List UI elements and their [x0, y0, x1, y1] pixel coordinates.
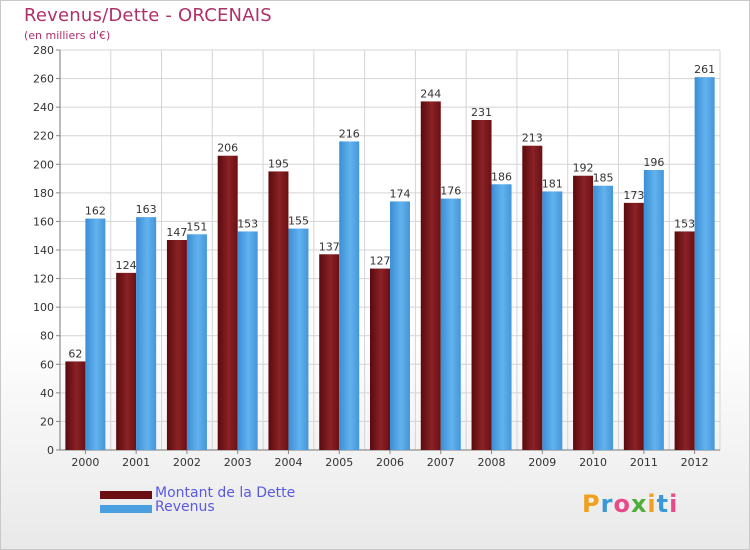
data-label-debt: 137	[319, 240, 340, 253]
bar-debt	[674, 231, 695, 450]
bar-debt	[471, 120, 492, 450]
logo-letter: x	[630, 490, 648, 518]
data-label-debt: 206	[217, 142, 238, 155]
y-tick-label: 240	[33, 101, 54, 114]
x-tick-label: 2006	[376, 456, 404, 469]
legend-swatch-debt	[100, 491, 152, 499]
data-label-debt: 173	[623, 189, 644, 202]
data-label-revenus: 196	[643, 156, 664, 169]
data-label-revenus: 163	[136, 203, 157, 216]
y-tick-label: 60	[40, 358, 54, 371]
bar-revenus	[491, 184, 512, 451]
y-tick-label: 40	[40, 387, 54, 400]
data-label-revenus: 216	[339, 127, 360, 140]
y-tick-label: 200	[33, 158, 54, 171]
y-tick-label: 160	[33, 215, 54, 228]
logo-letter: t	[656, 490, 670, 518]
bar-revenus	[85, 218, 106, 450]
y-tick-label: 20	[40, 415, 54, 428]
bar-revenus	[237, 231, 258, 450]
data-label-debt: 124	[116, 259, 137, 272]
bar-revenus	[288, 228, 309, 450]
data-label-debt: 147	[166, 226, 187, 239]
bar-revenus	[339, 141, 360, 450]
logo-letter: i	[647, 490, 657, 518]
data-label-revenus: 174	[390, 187, 411, 200]
bar-revenus	[694, 77, 715, 451]
bar-debt	[116, 272, 137, 450]
data-label-debt: 244	[420, 87, 441, 100]
bar-revenus	[186, 234, 207, 450]
bar-revenus	[136, 217, 157, 450]
bar-revenus	[542, 191, 563, 450]
data-label-debt: 62	[68, 347, 82, 360]
bar-debt	[217, 155, 238, 450]
bar-debt	[166, 240, 187, 450]
y-tick-label: 120	[33, 273, 54, 286]
x-tick-label: 2007	[427, 456, 455, 469]
bar-revenus	[440, 198, 461, 450]
bar-debt	[319, 254, 340, 450]
chart-title: Revenus/Dette - ORCENAIS	[24, 5, 272, 26]
data-label-revenus: 153	[237, 217, 258, 230]
bars	[65, 77, 715, 451]
legend-swatch-revenus	[100, 505, 152, 513]
data-label-debt: 153	[674, 217, 695, 230]
bar-debt	[268, 171, 289, 450]
x-tick-label: 2009	[528, 456, 556, 469]
bar-debt	[420, 101, 441, 450]
y-tick-label: 0	[47, 444, 54, 457]
bar-debt	[573, 175, 594, 450]
y-tick-label: 180	[33, 187, 54, 200]
data-label-debt: 213	[522, 132, 543, 145]
y-tick-label: 280	[33, 44, 54, 57]
logo-letter: o	[613, 490, 631, 518]
x-tick-label: 2002	[173, 456, 201, 469]
bar-debt	[370, 268, 390, 450]
data-label-debt: 192	[573, 162, 594, 175]
data-label-revenus: 261	[694, 63, 715, 76]
x-tick-label: 2000	[71, 456, 99, 469]
bar-debt	[623, 202, 644, 450]
x-tick-label: 2001	[122, 456, 150, 469]
y-tick-label: 140	[33, 244, 54, 257]
data-label-revenus: 162	[85, 205, 106, 218]
data-label-debt: 127	[370, 255, 391, 268]
y-tick-label: 80	[40, 330, 54, 343]
data-label-revenus: 151	[186, 220, 207, 233]
logo-letter: r	[600, 490, 614, 518]
x-tick-label: 2010	[579, 456, 607, 469]
bar-debt	[65, 361, 86, 450]
bar-debt	[522, 145, 543, 450]
proxiti-logo: Proxiti	[582, 490, 678, 518]
data-label-revenus: 185	[593, 172, 614, 185]
bar-revenus	[643, 170, 664, 450]
data-labels: 62 162 124 163 147 151 206 153 195 155 137 216 127 17…	[68, 63, 715, 360]
logo-letter: i	[669, 490, 679, 518]
data-label-debt: 195	[268, 157, 289, 170]
y-tick-label: 100	[33, 301, 54, 314]
data-label-revenus: 155	[288, 215, 309, 228]
legend-label-revenus: Revenus	[155, 499, 215, 515]
data-label-revenus: 176	[440, 185, 461, 198]
x-tick-label: 2011	[630, 456, 658, 469]
bar-revenus	[593, 185, 614, 450]
data-label-revenus: 181	[542, 177, 563, 190]
data-label-debt: 231	[471, 106, 492, 119]
logo-letter: P	[582, 490, 601, 518]
legend-label-debt: Montant de la Dette	[155, 485, 296, 501]
x-tick-label: 2004	[274, 456, 302, 469]
x-tick-label: 2012	[681, 456, 709, 469]
y-tick-label: 220	[33, 130, 54, 143]
bar-revenus	[390, 201, 410, 450]
chart-subtitle: (en milliers d'€)	[24, 29, 111, 42]
x-tick-label: 2005	[325, 456, 353, 469]
data-label-revenus: 186	[491, 170, 512, 183]
x-tick-label: 2003	[224, 456, 252, 469]
y-tick-label: 260	[33, 73, 54, 86]
x-tick-label: 2008	[478, 456, 506, 469]
